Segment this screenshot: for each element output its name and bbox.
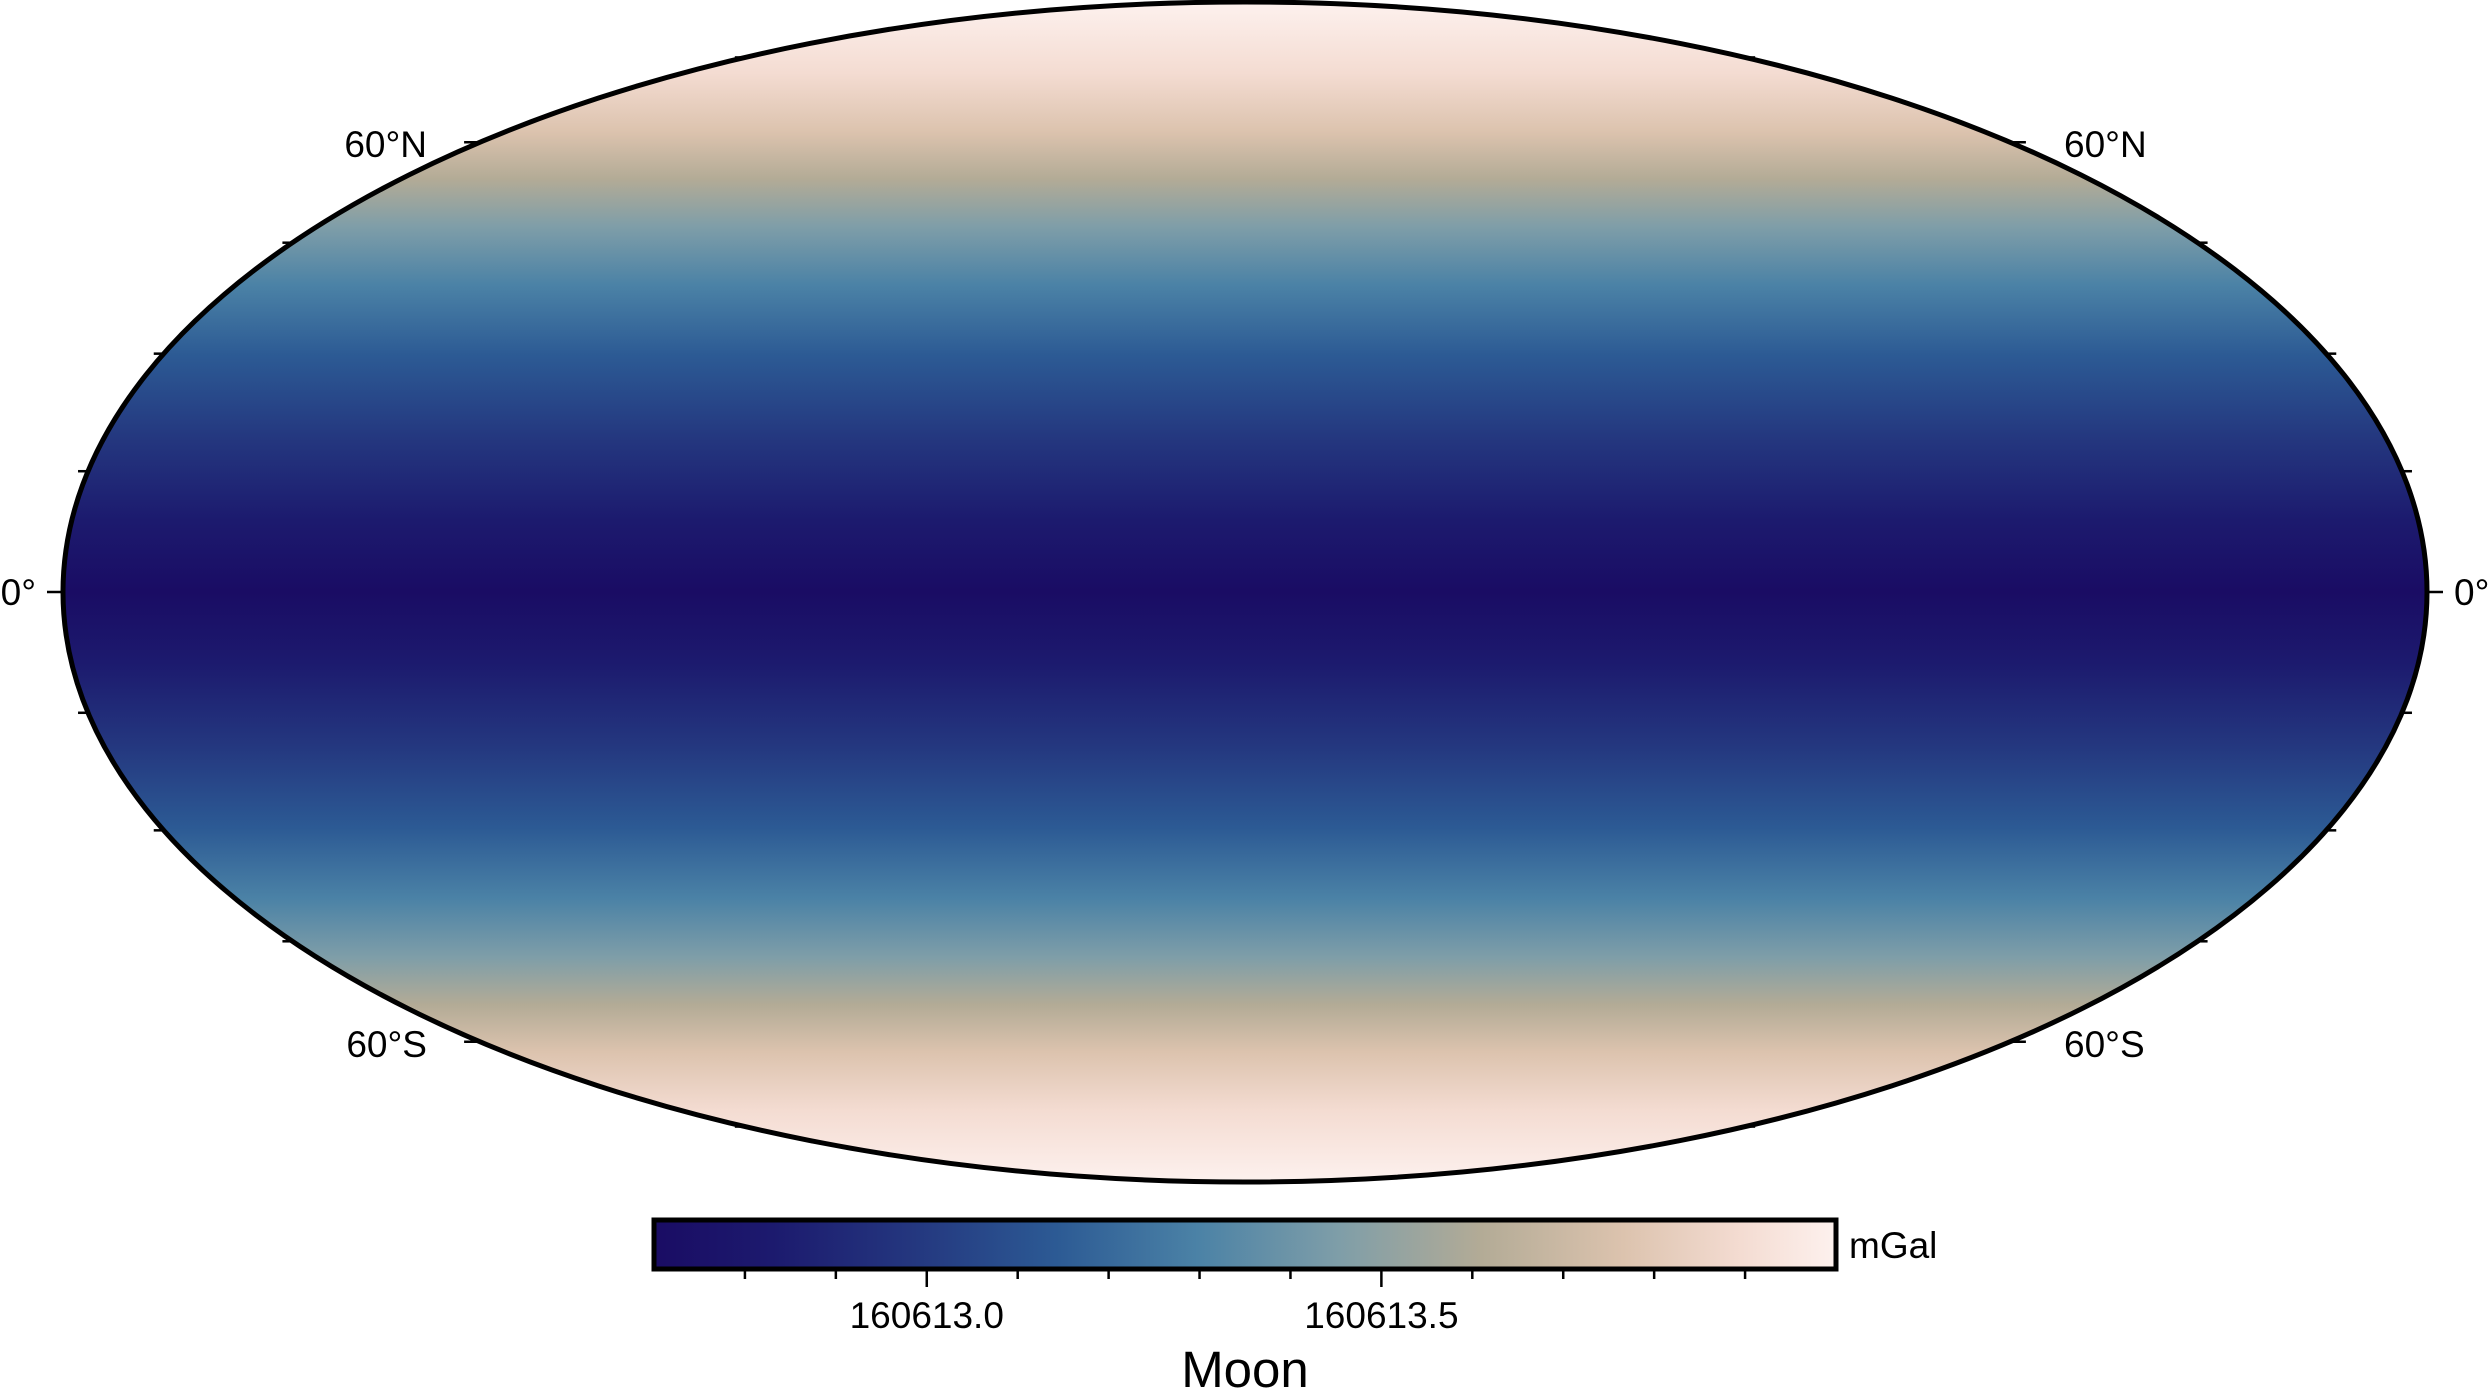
colorbar-title: Moon [1181,1341,1309,1392]
colorbar-gradient-bar [651,1217,1839,1272]
lat-label-60s-left: 60°S [346,1024,427,1065]
colorbar-tick-labels: 160613.0 160613.5 [850,1295,1459,1336]
lat-label-equator-right: 0° [2454,572,2489,613]
lat-label-60n-left: 60°N [344,124,427,165]
lat-label-60s-right: 60°S [2064,1024,2145,1065]
mollweide-globe [60,0,2430,1185]
lat-label-equator-left: 0° [1,572,36,613]
colorbar-tick-label: 160613.0 [850,1295,1004,1336]
map-area: 60°N 60°N 0° 0° 60°S 60°S [1,0,2489,1185]
colorbar-tick-label: 160613.5 [1304,1295,1458,1336]
lat-label-60n-right: 60°N [2064,124,2147,165]
colorbar-ticks [743,1269,1747,1287]
latitude-tick-marks [47,56,2443,1128]
colorbar: 160613.0 160613.5 mGal Moon [651,1217,1937,1392]
colorbar-unit-label: mGal [1849,1225,1937,1266]
